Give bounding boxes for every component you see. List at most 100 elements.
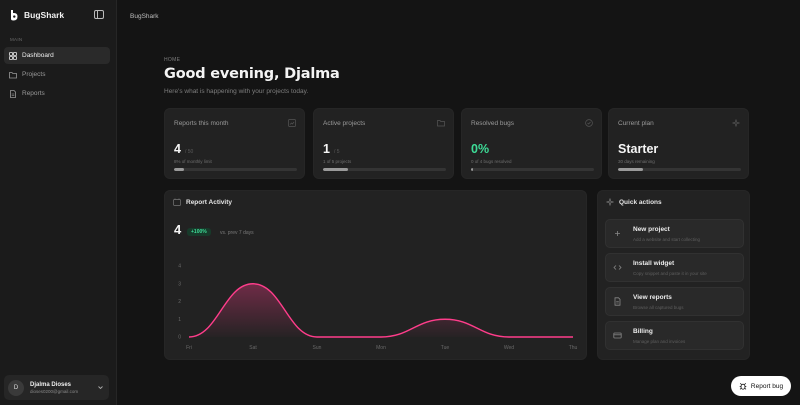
sidebar-toggle-icon[interactable]: [94, 10, 104, 19]
y-tick-label: 0: [178, 335, 181, 341]
y-tick-label: 1: [178, 317, 181, 323]
activity-total: 4: [174, 222, 182, 237]
stat-subtext: 8% of monthly limit: [174, 159, 212, 164]
avatar: D: [8, 379, 24, 396]
quick-actions-card: Quick actions New project Add a website …: [597, 190, 750, 360]
sidebar: BugShark MAIN Dashboard Projects: [0, 0, 117, 405]
stat-card-reports: Reports this month 4/ 50 8% of monthly l…: [164, 108, 305, 179]
progress-fill: [471, 168, 474, 171]
sidebar-item-reports[interactable]: Reports: [4, 85, 110, 102]
sidebar-section-label: MAIN: [10, 37, 23, 42]
report-activity-card: Report Activity 4 +100% vs. prev 7 days …: [164, 190, 587, 360]
x-tick-label: Mon: [376, 345, 386, 351]
stat-title: Reports this month: [174, 120, 229, 127]
series-area: [189, 283, 573, 337]
action-title: Install widget: [633, 260, 675, 267]
install-widget-button[interactable]: Install widget Copy snippet and paste it…: [605, 253, 744, 282]
topbar-title: BugShark: [130, 13, 159, 20]
sidebar-item-projects[interactable]: Projects: [4, 66, 110, 83]
chevron-down-icon: [98, 386, 103, 390]
stat-title: Active projects: [323, 120, 366, 127]
stat-title: Current plan: [618, 120, 654, 127]
progress-bar: [174, 168, 297, 171]
brand[interactable]: BugShark: [9, 9, 64, 21]
sidebar-item-label: Reports: [22, 90, 45, 97]
x-tick-label: Thu: [569, 345, 578, 351]
sparkle-icon: [606, 198, 614, 206]
series-line: [188, 283, 573, 338]
sidebar-item-label: Projects: [22, 71, 46, 78]
file-icon: [614, 297, 621, 306]
stat-subtext: 30 days remaining: [618, 159, 655, 164]
action-desc: Manage plan and invoices: [633, 339, 686, 344]
user-menu[interactable]: D Djalma Dioses dioses0200@gmail.com: [4, 375, 109, 400]
sidebar-item-label: Dashboard: [22, 52, 54, 59]
sidebar-item-dashboard[interactable]: Dashboard: [4, 47, 110, 64]
x-tick-label: Wed: [504, 345, 514, 351]
y-tick-label: 4: [178, 264, 181, 270]
user-name: Djalma Dioses: [30, 381, 72, 388]
stat-title: Resolved bugs: [471, 120, 514, 127]
file-icon: [10, 89, 16, 98]
user-info: Djalma Dioses dioses0200@gmail.com: [30, 382, 91, 394]
progress-fill: [174, 168, 184, 171]
plus-icon: [615, 231, 620, 236]
card-icon: [613, 332, 622, 339]
change-badge: +100%: [187, 228, 211, 236]
activity-icon: [173, 198, 181, 206]
stat-value: Starter: [618, 142, 659, 156]
stat-subtext: 0 of 4 bugs resolved: [471, 159, 512, 164]
change-text: vs. prev 7 days: [220, 230, 254, 236]
stat-value: 4/ 50: [174, 142, 194, 156]
stat-subtext: 1 of 5 projects: [323, 159, 352, 164]
new-project-button[interactable]: New project Add a website and start coll…: [605, 219, 744, 248]
code-icon: [613, 265, 622, 270]
view-reports-button[interactable]: View reports Browse all captured bugs: [605, 287, 744, 316]
billing-button[interactable]: Billing Manage plan and invoices: [605, 321, 744, 350]
folder-icon: [437, 120, 445, 127]
quick-actions-header: Quick actions: [606, 198, 662, 206]
brand-name: BugShark: [24, 10, 65, 20]
folder-icon: [9, 71, 17, 78]
page-subtitle: Here's what is happening with your proje…: [164, 88, 309, 95]
action-title: New project: [633, 226, 670, 233]
action-desc: Browse all captured bugs: [633, 305, 684, 310]
bugshark-logo-icon: [11, 10, 18, 21]
y-tick-label: 2: [178, 299, 181, 305]
action-desc: Copy snippet and paste it in your site: [633, 271, 707, 276]
activity-title: Report Activity: [186, 198, 232, 206]
page-title: Good evening, Djalma: [164, 66, 340, 82]
stat-card-plan: Current plan Starter 30 days remaining: [608, 108, 749, 179]
progress-fill: [323, 168, 348, 171]
action-title: Billing: [633, 328, 653, 335]
quick-actions-title: Quick actions: [619, 198, 662, 206]
activity-header: Report Activity: [173, 198, 232, 206]
progress-bar: [618, 168, 741, 171]
bug-icon: [739, 382, 747, 390]
y-tick-label: 3: [178, 281, 181, 287]
topbar: BugShark: [118, 0, 800, 35]
stat-card-resolved: Resolved bugs 0% 0 of 4 bugs resolved: [461, 108, 602, 179]
check-circle-icon: [585, 119, 593, 127]
report-activity-chart: 0 1 2 3 4 Fri Sat Sun Mon Tue Wed Thu: [178, 264, 578, 352]
grid-icon: [9, 51, 17, 60]
sidebar-nav: Dashboard Projects Reports: [4, 47, 110, 104]
x-tick-label: Sat: [249, 345, 257, 351]
progress-fill: [618, 168, 643, 171]
stat-value: 1/ 5: [323, 142, 340, 156]
breadcrumb: HOME: [164, 57, 181, 63]
progress-bar: [471, 168, 594, 171]
main-content: HOME Good evening, Djalma Here's what is…: [118, 0, 800, 405]
report-bug-button[interactable]: Report bug: [731, 376, 791, 396]
user-email: dioses0200@gmail.com: [30, 388, 79, 394]
action-desc: Add a website and start collecting: [633, 237, 701, 242]
x-tick-label: Tue: [441, 345, 450, 351]
x-tick-label: Sun: [313, 345, 322, 351]
stat-value: 0%: [471, 142, 490, 156]
progress-bar: [323, 168, 446, 171]
sparkle-icon: [732, 119, 740, 127]
action-title: View reports: [633, 294, 672, 301]
x-tick-label: Fri: [186, 345, 192, 351]
report-bug-label: Report bug: [750, 382, 784, 390]
chart-icon: [288, 119, 296, 127]
